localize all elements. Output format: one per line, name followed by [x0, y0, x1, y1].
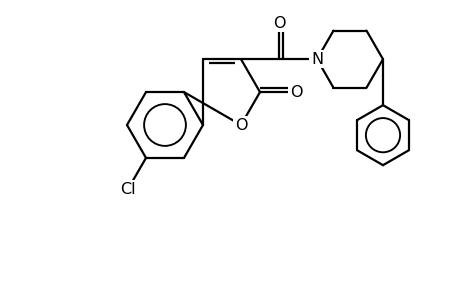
Text: O: O [272, 16, 285, 31]
Text: O: O [289, 85, 302, 100]
Text: N: N [310, 52, 322, 67]
Text: Cl: Cl [120, 182, 135, 197]
Text: O: O [234, 118, 247, 133]
